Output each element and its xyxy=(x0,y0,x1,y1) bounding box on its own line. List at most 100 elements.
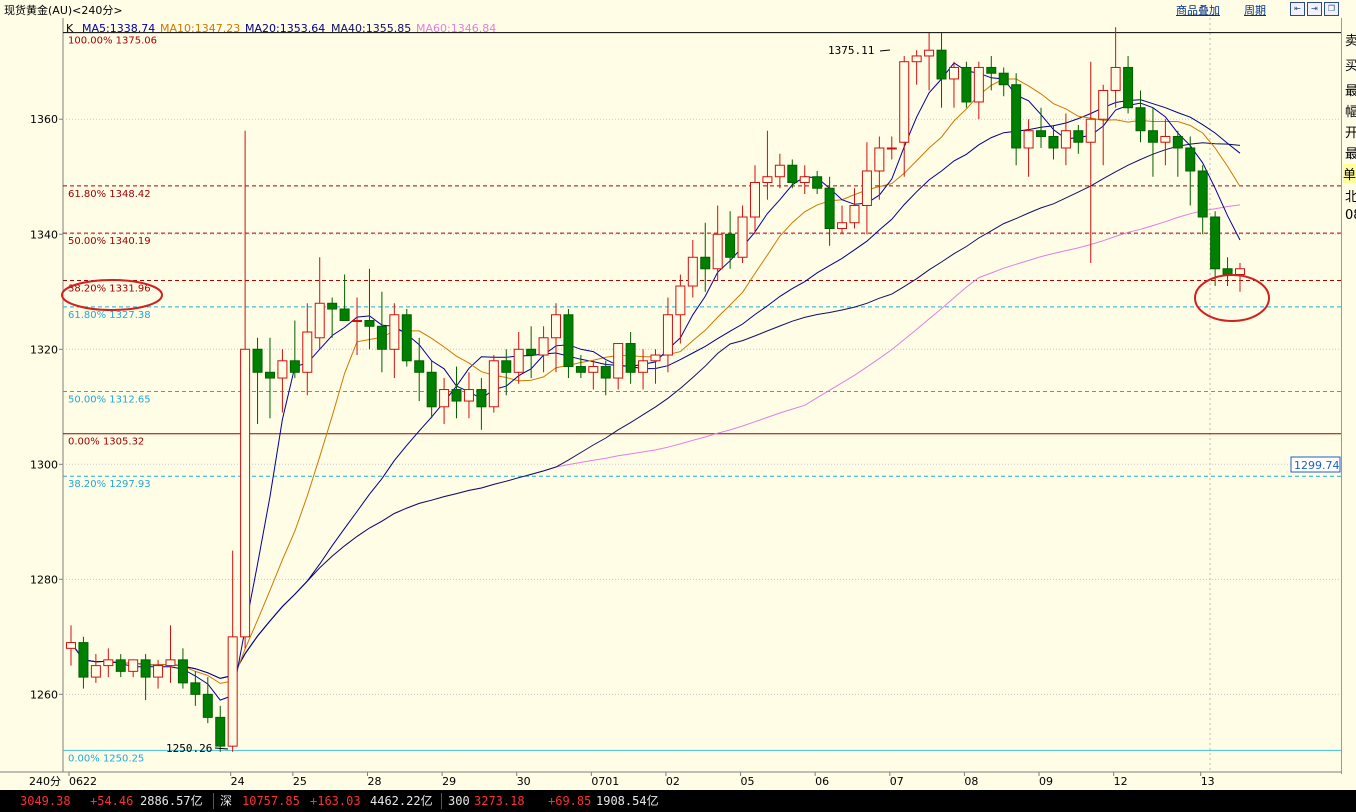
status-value: 1908.54亿 xyxy=(596,794,659,808)
latest-candles-highlight-ellipse xyxy=(1194,274,1270,322)
candle xyxy=(812,176,823,189)
fib-level-label: 100.00% 1375.06 xyxy=(68,36,157,47)
candle xyxy=(650,354,661,362)
candle xyxy=(849,204,860,224)
x-tick-label: 0622 xyxy=(69,775,97,788)
chart-mode-label: K xyxy=(66,22,74,35)
quote-panel-label: 单 xyxy=(1343,164,1356,183)
candle xyxy=(352,320,363,323)
candle xyxy=(613,343,624,379)
fibonacci-levels: 100.00% 1375.06 61.80% 1348.42 50.00% 1340… xyxy=(63,32,1341,764)
high-price-label: 1375.11 xyxy=(828,44,874,57)
candle xyxy=(389,314,400,350)
price-axis: 1360 1340 1320 1300 1280 1260 xyxy=(30,113,63,701)
candle xyxy=(78,642,89,678)
candle xyxy=(1098,89,1109,120)
fib-level-label: 50.00% 1312.65 xyxy=(68,395,151,406)
x-tick-label: 07 xyxy=(890,775,904,788)
x-tick-label: 25 xyxy=(293,775,307,788)
candle xyxy=(1235,268,1245,276)
candle xyxy=(774,164,785,178)
index-status-bar: 3049.38 +54.46 2886.57亿 深 10757.85 +163.03 446… xyxy=(0,790,1356,812)
title-bar: 现货黄金(AU)<240分> 商品叠加 周期 ⇤ ⇥ ❐ xyxy=(0,0,1356,19)
candle xyxy=(824,187,835,229)
candle xyxy=(314,302,325,339)
candle xyxy=(463,389,474,402)
candle xyxy=(1185,147,1196,172)
candle xyxy=(662,314,673,356)
candle xyxy=(1110,66,1121,91)
ma10-label: MA10:1347.23 xyxy=(160,22,240,35)
candle xyxy=(401,314,412,362)
ma5-label: MA5:1338.74 xyxy=(82,22,155,35)
candlestick-chart[interactable]: 100.00% 1375.06 61.80% 1348.42 50.00% 1340… xyxy=(0,18,1341,790)
chart-title: 现货黄金(AU)<240分> xyxy=(4,4,123,17)
candle xyxy=(1222,268,1233,276)
candle xyxy=(588,366,599,373)
step-forward-icon[interactable]: ⇥ xyxy=(1307,2,1322,16)
candle xyxy=(725,233,736,258)
quote-panel-label: 卖 xyxy=(1345,30,1356,49)
candle xyxy=(426,371,437,408)
candle xyxy=(625,343,636,373)
status-value: 300 xyxy=(448,794,470,808)
quote-panel-label: 买 xyxy=(1345,55,1356,74)
candle xyxy=(924,49,935,57)
y-tick-label: 1280 xyxy=(30,573,58,586)
x-tick-label: 24 xyxy=(231,775,245,788)
candle xyxy=(339,308,350,322)
status-value: 3049.38 xyxy=(20,794,71,808)
candle xyxy=(936,49,947,80)
quote-panel-label: 最 xyxy=(1345,80,1356,99)
candle xyxy=(551,314,562,339)
candle xyxy=(1135,107,1146,132)
candle xyxy=(986,66,997,74)
candle xyxy=(973,66,984,103)
candle xyxy=(899,61,910,143)
status-divider xyxy=(441,793,442,809)
candle xyxy=(700,256,711,270)
status-value: 10757.85 xyxy=(242,794,300,808)
candle xyxy=(712,233,723,270)
x-tick-label: 09 xyxy=(1039,775,1053,788)
status-value: +163.03 xyxy=(310,794,361,808)
fib-level-label: 0.00% 1305.32 xyxy=(68,437,144,448)
candle xyxy=(302,331,313,373)
candle xyxy=(277,360,288,379)
restore-window-icon[interactable]: ❐ xyxy=(1324,2,1339,16)
quote-panel-label: 08 xyxy=(1345,208,1356,223)
candle xyxy=(1197,170,1208,218)
candle xyxy=(128,659,139,672)
ma40-label: MA40:1355.85 xyxy=(331,22,411,35)
candle xyxy=(1073,130,1084,143)
fib-level-label: 38.20% 1331.96 xyxy=(68,283,151,294)
candle xyxy=(140,659,151,678)
candle xyxy=(451,389,462,402)
candle xyxy=(376,325,387,350)
candle xyxy=(1172,135,1183,149)
candle xyxy=(289,360,300,373)
quote-panel-label: 开 xyxy=(1345,122,1356,141)
x-tick-label: 13 xyxy=(1201,775,1215,788)
candle xyxy=(1210,216,1221,270)
indicator-legend: K MA5:1338.74 MA10:1347.23 MA20:1353.64 … xyxy=(66,22,496,35)
candle xyxy=(202,693,213,718)
period-button[interactable]: 周期 xyxy=(1244,4,1266,17)
candle xyxy=(488,360,499,408)
y-tick-label: 1300 xyxy=(30,458,58,471)
fib-level-label: 61.80% 1327.38 xyxy=(68,310,151,321)
y-tick-label: 1360 xyxy=(30,113,58,126)
ma60-label: MA60:1346.84 xyxy=(416,22,496,35)
candle xyxy=(600,366,611,379)
status-value: 4462.22亿 xyxy=(370,794,433,808)
candle xyxy=(1048,135,1059,149)
step-back-icon[interactable]: ⇤ xyxy=(1290,2,1305,16)
candle xyxy=(563,314,574,368)
fib-level-label: 50.00% 1340.19 xyxy=(68,236,151,247)
overlay-commodity-button[interactable]: 商品叠加 xyxy=(1176,4,1220,17)
fib-level-highlight-ellipse xyxy=(61,279,163,311)
y-tick-label: 1340 xyxy=(30,228,58,241)
candle xyxy=(874,147,885,172)
candle xyxy=(1123,66,1134,109)
candle xyxy=(1160,135,1171,143)
